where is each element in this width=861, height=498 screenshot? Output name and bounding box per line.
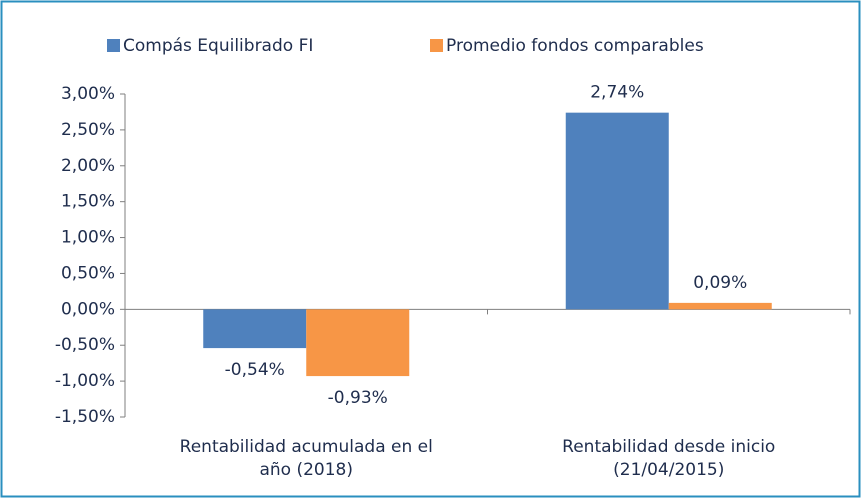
data-label: 2,74%: [590, 83, 644, 103]
y-tick-label: 1,50%: [61, 192, 115, 212]
bar: [668, 302, 772, 310]
x-tick-label: Rentabilidad acumulada en el año (2018): [179, 437, 433, 480]
y-tick-label: 3,00%: [61, 84, 115, 104]
data-label: -0,93%: [328, 388, 388, 408]
legend-label: Compás Equilibrado FI: [123, 36, 313, 56]
y-tick-label: -0,50%: [55, 335, 115, 355]
x-tick-label: Rentabilidad desde inicio (21/04/2015): [562, 437, 776, 480]
y-tick-label: 2,50%: [61, 120, 115, 140]
y-tick-label: -1,00%: [55, 371, 115, 391]
bar: [203, 309, 307, 349]
y-tick-label: 1,00%: [61, 228, 115, 248]
y-tick-label: 2,00%: [61, 156, 115, 176]
data-label: 0,09%: [693, 273, 747, 293]
legend-swatch: [107, 39, 120, 52]
y-tick-label: 0,00%: [61, 299, 115, 319]
legend-swatch: [430, 39, 443, 52]
bar: [306, 309, 410, 377]
legend-label: Promedio fondos comparables: [446, 36, 704, 56]
y-tick-label: -1,50%: [55, 407, 115, 427]
y-tick-label: 0,50%: [61, 263, 115, 283]
bar: [565, 112, 669, 310]
data-label: -0,54%: [225, 360, 285, 380]
